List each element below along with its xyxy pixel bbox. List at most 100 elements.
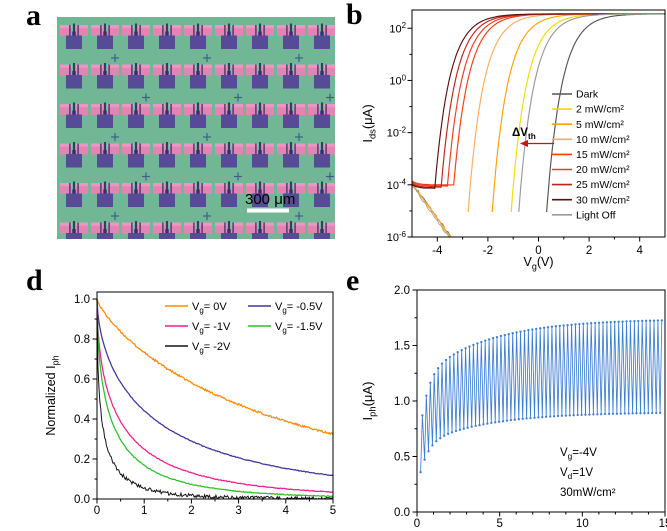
data-point-marker xyxy=(470,425,473,428)
alignment-cross xyxy=(203,212,211,220)
gate-pad xyxy=(283,193,299,207)
legend-label: 5 mW/cm² xyxy=(576,119,624,131)
rect xyxy=(169,183,181,187)
channel-line xyxy=(166,23,168,38)
data-point-marker xyxy=(529,416,532,420)
rect xyxy=(324,143,335,147)
source-pad xyxy=(308,64,320,76)
source-pad xyxy=(91,222,103,234)
rect xyxy=(200,64,212,68)
data-point-marker xyxy=(633,319,636,323)
channel-line xyxy=(135,181,137,196)
rect xyxy=(107,64,119,68)
rect xyxy=(325,64,327,76)
device-cell xyxy=(91,221,119,239)
channel-line xyxy=(135,221,137,236)
gate-pad xyxy=(221,114,237,128)
data-point-marker xyxy=(615,412,619,415)
panel-label-b: b xyxy=(346,0,363,31)
rect xyxy=(200,104,212,108)
drain-pad xyxy=(138,25,150,36)
drain-pad xyxy=(293,64,305,76)
data-point-marker xyxy=(509,418,513,422)
data-point-marker xyxy=(494,421,497,424)
data-point-marker xyxy=(472,343,475,347)
rect xyxy=(91,183,103,187)
device-cell xyxy=(215,181,243,207)
data-point-marker xyxy=(450,431,454,434)
rect xyxy=(170,104,172,115)
rect xyxy=(122,183,134,187)
device-cell xyxy=(277,221,305,239)
legend-label: Dark xyxy=(576,89,599,101)
source-pad xyxy=(184,25,196,36)
scale-bar-label: 300 μm xyxy=(245,191,295,208)
condition-annotation-1: Vd=1V xyxy=(560,467,593,481)
device-cell xyxy=(308,23,335,49)
rect xyxy=(122,222,134,226)
rect xyxy=(277,64,289,68)
gate-pad xyxy=(97,193,113,207)
drain-pad xyxy=(231,64,243,76)
x-tick-label: 4 xyxy=(636,245,643,257)
channel-line xyxy=(259,63,261,78)
decay-series-1 xyxy=(96,298,334,477)
rect xyxy=(100,222,102,234)
channel-line xyxy=(135,23,137,38)
channel-line xyxy=(166,102,168,117)
source-pad xyxy=(153,25,165,36)
device-cell xyxy=(246,102,274,128)
drain-pad xyxy=(169,104,181,115)
rect xyxy=(255,25,257,36)
device-cell xyxy=(246,23,274,49)
rect xyxy=(325,104,327,115)
channel-line xyxy=(166,181,168,196)
drain-pad xyxy=(76,64,88,76)
channel-line xyxy=(259,102,261,117)
drain-pad xyxy=(76,104,88,115)
data-point-marker xyxy=(631,412,634,415)
rect xyxy=(100,64,102,76)
channel-line xyxy=(73,23,75,38)
data-point-marker xyxy=(436,366,440,370)
data-point-marker xyxy=(495,335,499,339)
rect xyxy=(138,143,150,147)
gate-pad xyxy=(314,114,330,128)
legend-label: Vg= -2V xyxy=(192,341,231,355)
rect xyxy=(224,104,226,115)
data-point-marker xyxy=(521,417,524,420)
ambipolar-tail-2 xyxy=(411,183,452,238)
channel-line xyxy=(321,221,323,236)
rect xyxy=(60,222,72,226)
rect xyxy=(255,222,257,234)
device-cell xyxy=(91,142,119,168)
rect xyxy=(215,25,227,29)
channel-line xyxy=(73,181,75,196)
source-pad xyxy=(215,104,227,115)
rect xyxy=(169,143,181,147)
data-point-marker xyxy=(629,320,632,323)
drain-pad xyxy=(324,64,335,76)
data-point-marker xyxy=(652,319,656,322)
gate-pad xyxy=(97,114,113,128)
alignment-cross xyxy=(234,172,242,181)
data-point-marker xyxy=(658,411,662,415)
rect xyxy=(246,143,258,147)
drain-pad xyxy=(76,143,88,155)
rect xyxy=(69,104,71,115)
scale-bar xyxy=(247,208,289,213)
gate-pad xyxy=(314,35,330,49)
data-point-marker xyxy=(421,414,424,417)
data-point-marker xyxy=(590,322,593,325)
rect xyxy=(100,25,102,36)
rect xyxy=(169,222,181,226)
drain-pad xyxy=(293,222,305,234)
rect xyxy=(215,222,227,226)
data-point-marker xyxy=(651,411,654,415)
x-tick-label: 5 xyxy=(496,518,502,530)
rect xyxy=(69,222,71,234)
data-point-marker xyxy=(641,319,644,323)
gate-pad xyxy=(283,75,299,89)
y-tick-label: 10-2 xyxy=(387,125,406,139)
gate-pad xyxy=(221,193,237,207)
